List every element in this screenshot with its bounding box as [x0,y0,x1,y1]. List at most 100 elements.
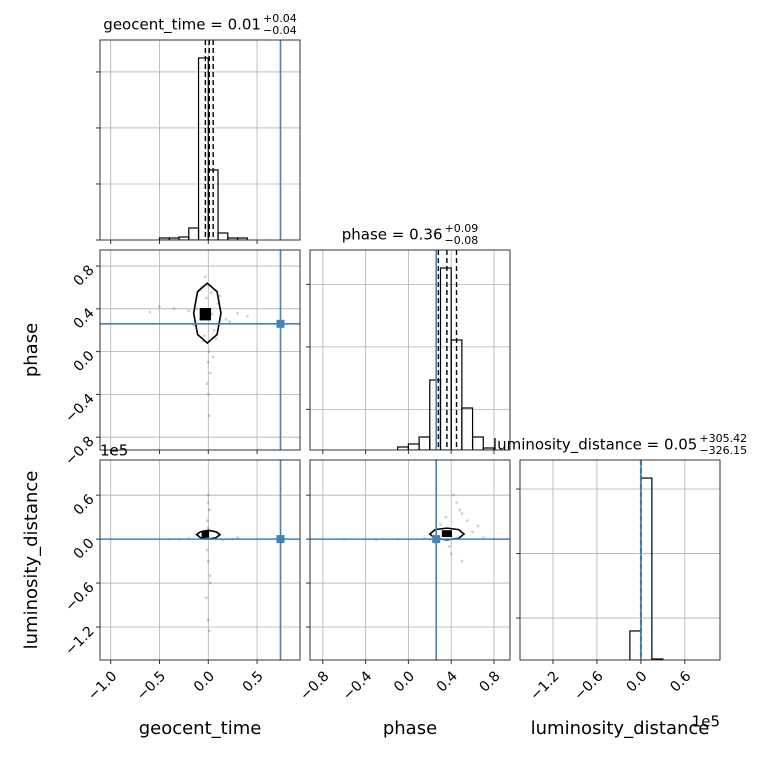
sample-point [206,360,210,364]
plot-area [520,460,720,660]
sample-point [172,307,176,311]
y-tick-label: −0.8 [62,434,97,469]
sample-point [158,305,161,309]
density-contour [192,282,222,345]
panel-frame [99,459,301,661]
sample-point [228,320,232,324]
y-tick-label: −0.6 [62,579,97,614]
sample-point [444,515,448,519]
panel: phase = 0.36 +0.09−0.08 [306,222,511,454]
x-tick-label: 0.5 [240,668,267,695]
sample-point [205,548,209,552]
sample-point [208,581,212,585]
panel: −1.2 −0.6 0.0 0.6 luminosity_distance = 0.05… [493,432,747,739]
sample-point [224,318,228,321]
sample-point [202,334,206,337]
y-axis-label: phase [21,323,42,377]
y-offset-text: 1e5 [100,442,128,460]
sample-point [212,328,216,332]
plot-area [310,460,510,660]
plot-area [100,250,300,450]
sample-point [148,310,152,314]
y-tick-label: 0.4 [71,305,98,332]
panel-frame [519,459,721,661]
panel-frame [309,459,511,661]
panel-title: luminosity_distance = 0.05 [493,436,697,455]
sample-point [205,382,209,386]
sample-point [206,526,210,530]
panel-title: geocent_time = 0.01 [103,16,261,35]
title-upper-error: +0.04 [263,12,297,25]
histogram-bin [188,227,200,240]
title-lower-error: −326.15 [699,444,747,457]
histogram-bin [236,237,248,240]
sample-point [211,355,215,359]
title-upper-error: +305.42 [699,432,747,445]
sample-point [451,493,455,497]
sample-point [206,501,210,504]
x-tick-label: 0.4 [434,668,461,695]
sample-point [471,530,474,534]
truth-marker [276,319,285,328]
truth-marker [276,535,285,544]
sample-point [245,314,249,318]
sample-point [449,552,453,556]
x-tick-label: −0.8 [297,668,332,703]
sample-point [447,545,451,548]
histogram-bin [439,267,452,450]
x-axis-label: luminosity_distance [531,718,710,739]
sample-point [476,524,480,528]
truth-marker [432,535,441,544]
sample-point [206,618,210,622]
x-tick-label: 0.8 [477,668,504,695]
sample-point [455,501,458,504]
x-tick-label: −1.2 [527,668,562,703]
y-tick-label: −0.4 [62,391,97,426]
sample-point [460,559,464,563]
sample-point [205,519,209,523]
y-tick-label: −1.2 [62,623,97,658]
sample-point [187,309,191,313]
sample-point [210,312,214,316]
sample-point [460,512,464,515]
sample-point [195,307,198,311]
y-tick-label: 0.8 [71,262,98,289]
sample-point [206,493,210,497]
x-tick-label: 0.6 [667,668,694,695]
sample-point [236,311,239,315]
x-axis-label: phase [383,718,437,739]
sample-point [214,337,218,341]
density-contour [199,308,212,321]
sample-point [204,296,208,300]
plot-area [100,40,300,240]
x-offset-text: 1e5 [692,713,720,731]
histogram-bin [640,477,653,660]
histogram-bin [197,57,209,240]
sample-point [207,350,211,354]
histogram-bin [482,447,495,450]
x-tick-label: −0.6 [571,668,606,703]
sample-point [207,508,211,512]
x-tick-label: −1.0 [85,668,120,703]
title-lower-error: −0.04 [263,24,297,37]
histogram-bin [407,443,420,450]
panel-frame [99,39,301,241]
panel: geocent_time = 0.01 +0.04−0.04 [96,12,301,244]
sample-point [218,294,222,298]
histogram-bin [629,630,642,660]
sample-point [209,291,213,295]
panel-title: phase = 0.36 [342,226,443,244]
sample-point [207,414,211,418]
x-tick-label: 0.0 [623,668,650,695]
panel: −1.0 −0.5 0.0 0.5 −1.2 −0.6 0.0 0.6 geocent_time… [21,442,301,739]
sample-point [465,519,469,523]
y-axis-label: luminosity_distance [21,471,42,650]
histogram-bin [471,436,484,450]
density-contour [441,530,452,537]
sample-point [203,275,207,279]
histogram-bin [461,407,474,450]
y-tick-label: 0.6 [71,491,98,518]
sample-point [207,629,211,633]
